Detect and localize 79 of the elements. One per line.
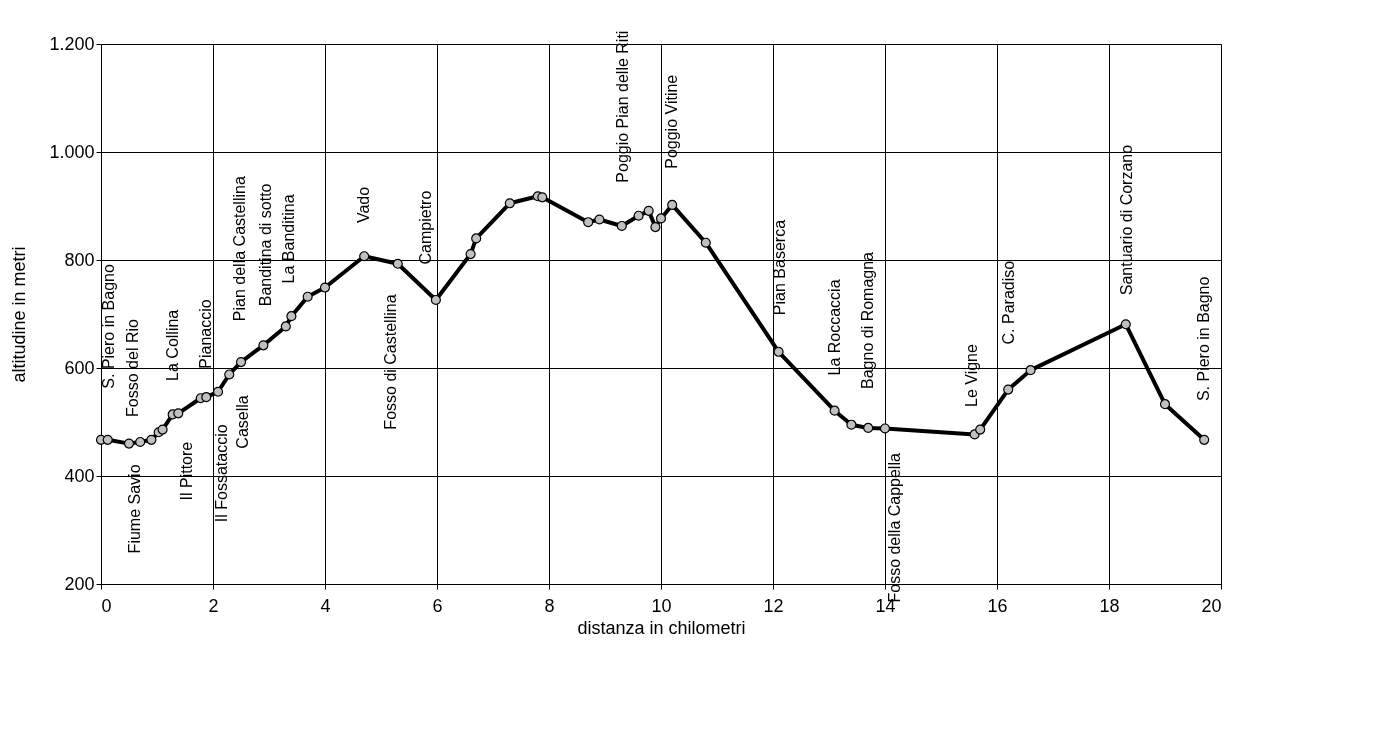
point [302,291,313,302]
point [157,424,168,435]
x-tick-label: 10 [651,595,672,616]
x-tick-label: 4 [320,595,331,616]
point [224,369,235,380]
point [975,424,986,435]
point [135,436,146,448]
annotation: Bagno di Romagna [859,251,877,389]
point [616,220,627,232]
y-tick-label: 200 [64,573,95,594]
x-tick-label: 18 [1099,595,1120,616]
annotation: Vado [355,186,373,224]
point [1120,319,1131,330]
point [537,192,548,203]
x-axis-title: distanza in chilometri [577,617,746,638]
x-tick-label: 2 [208,595,219,616]
annotation: Banditina di sotto [256,183,274,307]
point [829,405,840,416]
annotation: Il Fossataccio [213,424,231,523]
point [280,321,291,332]
point [633,210,644,221]
point [504,198,515,209]
y-tick-label: 1.200 [49,33,95,54]
point [583,217,594,228]
x-tick-label: 20 [1201,595,1222,616]
x-tick-label: 12 [763,595,784,616]
annotation: S. Piero in Bagno [99,264,117,389]
point [258,340,269,351]
point [863,422,874,433]
annotation: Poggio Vitine [663,74,681,169]
point [594,214,605,225]
point [465,249,476,260]
annotation: Campietro [416,190,434,265]
annotation: Il Pittore [178,441,196,501]
point [359,251,370,262]
annotation: Fosso del Rio [124,318,142,417]
annotation: Pian della Castellina [230,176,248,322]
y-tick-label: 1.000 [49,141,95,162]
point [173,408,184,419]
x-tick-label: 16 [987,595,1008,616]
point [1025,365,1036,376]
point [146,434,157,445]
point [846,419,857,430]
point [430,294,441,306]
point [319,282,331,293]
point [102,434,113,445]
point [1003,384,1014,395]
annotation: La Banditina [279,194,297,284]
point [1199,434,1210,445]
point [392,258,403,269]
y-tick-label: 600 [64,357,95,378]
point [773,346,784,357]
annotation: Fosso di Castellina [382,294,400,430]
point [667,199,678,210]
point [235,357,247,368]
annotation: Fiume Savio [126,464,144,554]
annotation: C. Paradiso [1000,260,1018,345]
y-axis-title: altitudine in metri [9,246,30,383]
x-tick-label: 0 [101,595,112,616]
point [650,222,661,233]
annotation: Santuario di Corzano [1117,144,1135,296]
point [879,423,891,434]
x-tick-label: 8 [544,595,555,616]
annotation: Pianaccio [197,299,215,369]
annotation: Casella [233,395,251,449]
point [286,311,297,322]
annotation: La Collina [163,309,181,381]
point [1159,399,1171,410]
x-tick-label: 6 [432,595,443,616]
point [643,205,654,216]
y-tick-label: 400 [64,465,95,486]
point [201,392,212,403]
point [471,233,482,244]
point [700,237,711,248]
y-tick-label: 800 [64,249,95,270]
point [123,438,135,449]
annotation: La Roccaccia [825,279,843,376]
point [655,213,667,224]
point [212,386,224,397]
